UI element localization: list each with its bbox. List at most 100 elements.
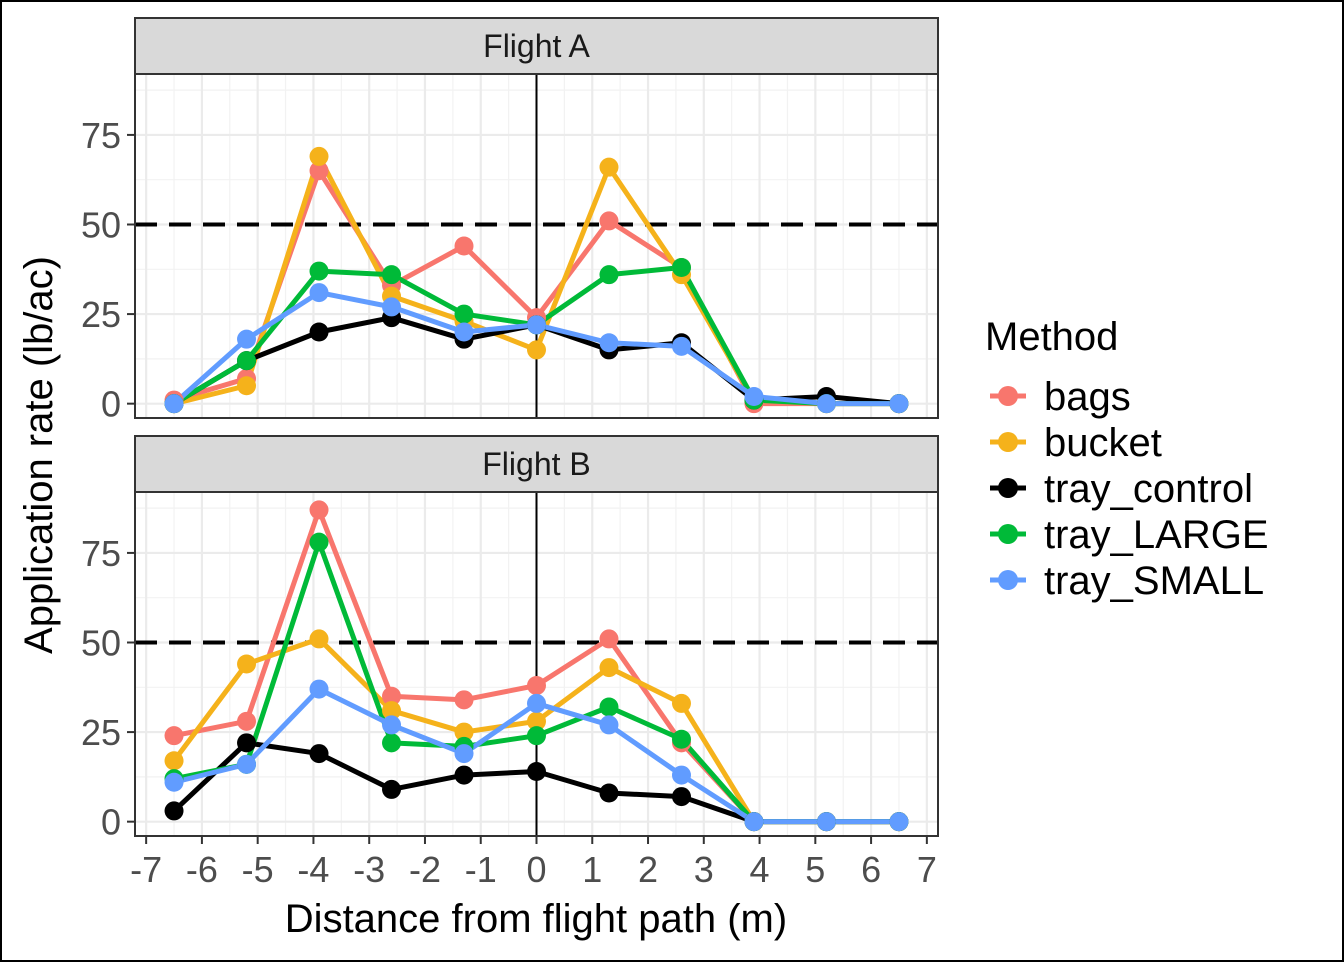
facet-title: Flight A	[483, 28, 590, 64]
data-point-tray_LARGE	[382, 733, 402, 753]
x-tick-label: 5	[805, 849, 825, 890]
gridlines	[135, 74, 938, 418]
data-point-bucket	[527, 340, 546, 360]
data-point-tray_SMALL	[816, 812, 836, 832]
y-tick-label: 25	[81, 294, 121, 335]
data-point-tray_control	[599, 783, 619, 803]
data-point-tray_control	[309, 322, 329, 342]
data-point-tray_SMALL	[599, 715, 619, 735]
legend-key-point	[998, 432, 1018, 452]
data-point-tray_SMALL	[889, 394, 909, 414]
x-tick-label: -6	[186, 849, 218, 890]
data-point-tray_SMALL	[744, 812, 764, 832]
data-point-bucket	[309, 146, 329, 166]
x-tick-label: -4	[297, 849, 329, 890]
data-point-tray_LARGE	[527, 726, 546, 746]
x-tick-label: 4	[750, 849, 770, 890]
y-tick-label: 75	[81, 533, 121, 574]
y-tick-label: 50	[81, 205, 121, 246]
gridlines	[135, 492, 938, 836]
legend-title: Method	[985, 315, 1118, 359]
data-point-tray_LARGE	[671, 729, 691, 749]
y-tick-label: 25	[81, 712, 121, 753]
data-point-tray_SMALL	[309, 679, 329, 699]
data-point-tray_control	[164, 801, 184, 821]
data-point-tray_LARGE	[599, 265, 619, 285]
data-point-bags	[237, 711, 257, 731]
legend-label: tray_control	[1044, 467, 1253, 511]
data-point-tray_SMALL	[237, 329, 257, 349]
y-tick-label: 0	[101, 802, 121, 843]
x-tick-label: -3	[353, 849, 385, 890]
data-point-tray_control	[527, 762, 546, 781]
data-point-tray_SMALL	[454, 322, 474, 342]
x-tick-label: 2	[638, 849, 658, 890]
data-point-tray_SMALL	[527, 315, 546, 335]
x-tick-label: 1	[582, 849, 602, 890]
legend: Method bagsbuckettray_controltray_LARGEt…	[985, 315, 1269, 603]
panel-border	[134, 73, 939, 419]
data-point-bags	[599, 211, 619, 231]
data-point-tray_LARGE	[671, 258, 691, 277]
data-point-tray_control	[237, 733, 257, 753]
data-point-bags	[164, 726, 184, 746]
panels: Flight A 0 25 50 75 Flight B 0 25 50 75	[81, 17, 939, 843]
y-axis-label: Application rate (lb/ac)	[17, 256, 61, 654]
data-point-tray_LARGE	[599, 697, 619, 717]
legend-label: tray_LARGE	[1044, 513, 1269, 557]
x-tick-label: 7	[917, 849, 937, 890]
legend-key-point	[998, 386, 1018, 406]
legend-item-tray_LARGE: tray_LARGE	[990, 513, 1269, 557]
data-point-tray_SMALL	[309, 283, 329, 303]
data-point-bucket	[527, 711, 546, 731]
x-tick-label: -7	[130, 849, 162, 890]
data-point-tray_SMALL	[671, 336, 691, 356]
y-axis: 0 25 50 75	[81, 533, 135, 843]
data-point-bags	[454, 236, 474, 256]
data-point-bucket	[599, 157, 619, 177]
data-point-bucket	[454, 722, 474, 742]
y-tick-label: 50	[81, 623, 121, 664]
y-tick-label: 75	[81, 115, 121, 156]
legend-label: tray_SMALL	[1044, 559, 1264, 603]
data-point-bucket	[237, 376, 257, 396]
legend-item-bucket: bucket	[990, 421, 1162, 465]
data-point-tray_SMALL	[527, 693, 546, 713]
y-axis: 0 25 50 75	[81, 115, 135, 425]
panel-b: Flight B 0 25 50 75	[81, 435, 939, 843]
y-tick-label: 0	[101, 384, 121, 425]
data-point-tray_SMALL	[671, 765, 691, 785]
data-point-bags	[309, 500, 329, 520]
data-point-tray_control	[382, 779, 402, 799]
data-point-tray_LARGE	[454, 304, 474, 324]
data-point-tray_SMALL	[454, 744, 474, 764]
data-point-tray_LARGE	[309, 261, 329, 281]
legend-item-tray_control: tray_control	[990, 467, 1253, 511]
data-point-tray_SMALL	[164, 394, 184, 414]
panel-a: Flight A 0 25 50 75	[81, 17, 939, 425]
legend-items: bagsbuckettray_controltray_LARGEtray_SMA…	[990, 375, 1269, 603]
data-point-tray_control	[309, 744, 329, 764]
data-point-tray_LARGE	[237, 351, 257, 371]
data-point-bucket	[382, 701, 402, 721]
x-tick-label: 0	[526, 849, 546, 890]
data-point-bags	[527, 676, 546, 695]
x-tick-label: -1	[465, 849, 497, 890]
data-point-bags	[454, 690, 474, 710]
data-point-tray_LARGE	[309, 532, 329, 552]
legend-key-point	[998, 570, 1018, 590]
data-point-tray_SMALL	[237, 754, 257, 774]
x-tick-label: 6	[861, 849, 881, 890]
data-point-tray_SMALL	[382, 715, 402, 735]
x-tick-label: 3	[694, 849, 714, 890]
x-axis-label: Distance from flight path (m)	[285, 897, 787, 941]
data-point-bags	[309, 161, 329, 181]
legend-item-tray_SMALL: tray_SMALL	[990, 559, 1264, 603]
legend-label: bucket	[1044, 421, 1162, 465]
data-point-tray_SMALL	[164, 772, 184, 792]
facet-strip	[134, 17, 939, 75]
data-point-bags	[599, 629, 619, 649]
data-point-bucket	[309, 629, 329, 649]
x-axis: -7 -6 -5 -4 -3 -2 -1 0 1 2 3 4 5 6 7	[130, 836, 937, 890]
